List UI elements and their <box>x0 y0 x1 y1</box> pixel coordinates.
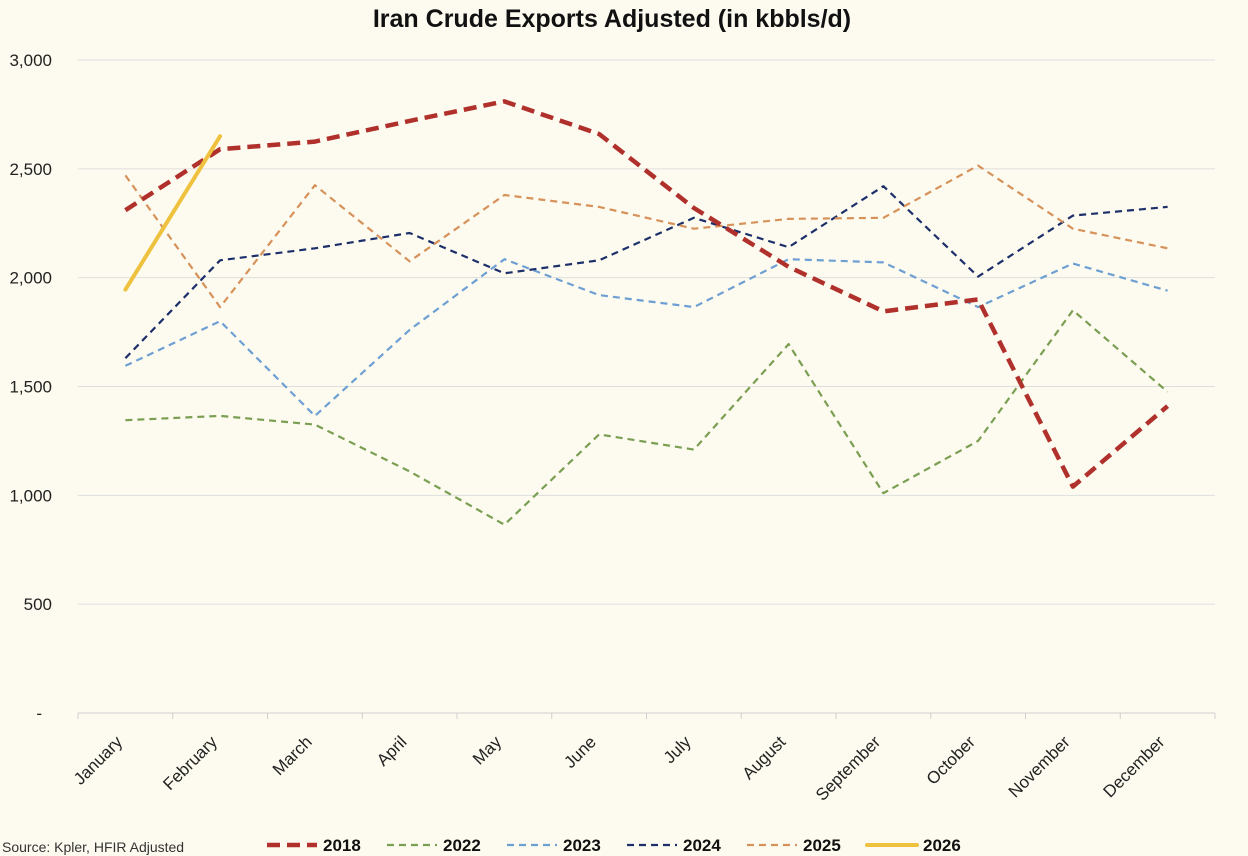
y-tick-label: 2,000 <box>9 269 52 288</box>
y-tick-label: 3,000 <box>9 51 52 70</box>
y-tick-label: - <box>36 704 42 723</box>
x-tick-label: October <box>923 732 979 788</box>
x-tick-label: January <box>70 732 127 789</box>
chart-title: Iran Crude Exports Adjusted (in kbbls/d) <box>373 5 851 33</box>
gridlines <box>77 59 1216 719</box>
x-tick-label: December <box>1100 732 1169 801</box>
series-line-2022 <box>125 309 1169 526</box>
source-note: Source: Kpler, HFIR Adjusted <box>2 839 184 855</box>
legend-label-2024: 2024 <box>683 836 721 855</box>
legend-label-2022: 2022 <box>443 836 481 855</box>
x-axis-tick-labels: January February March April May June July Augu… <box>70 732 1169 805</box>
x-tick-label: November <box>1005 732 1074 801</box>
x-tick-label: April <box>373 732 410 769</box>
x-tick-label: September <box>812 732 884 804</box>
legend: 2018 2022 2023 2024 2025 2026 <box>267 836 961 855</box>
y-tick-label: 1,000 <box>9 486 52 505</box>
x-tick-label: July <box>660 732 695 767</box>
series-line-2025 <box>124 164 1168 309</box>
series-line-2024 <box>124 185 1168 359</box>
series-line-2018 <box>124 99 1170 489</box>
y-tick-label: 500 <box>24 595 52 614</box>
legend-label-2025: 2025 <box>803 836 841 855</box>
series-line-2023 <box>124 258 1168 417</box>
y-tick-label: 2,500 <box>9 160 52 179</box>
series-lines <box>123 99 1170 526</box>
legend-label-2018: 2018 <box>323 836 361 855</box>
x-tick-label: June <box>560 732 600 772</box>
y-axis-tick-labels: - 500 1,000 1,500 2,000 2,500 3,000 <box>9 51 52 723</box>
x-tick-label: August <box>739 732 790 783</box>
x-tick-label: March <box>269 732 316 779</box>
x-tick-label: February <box>159 732 221 794</box>
y-tick-label: 1,500 <box>9 378 52 397</box>
legend-label-2023: 2023 <box>563 836 601 855</box>
series-line-2026 <box>123 134 223 292</box>
x-tick-label: May <box>469 732 505 768</box>
legend-label-2026: 2026 <box>923 836 961 855</box>
